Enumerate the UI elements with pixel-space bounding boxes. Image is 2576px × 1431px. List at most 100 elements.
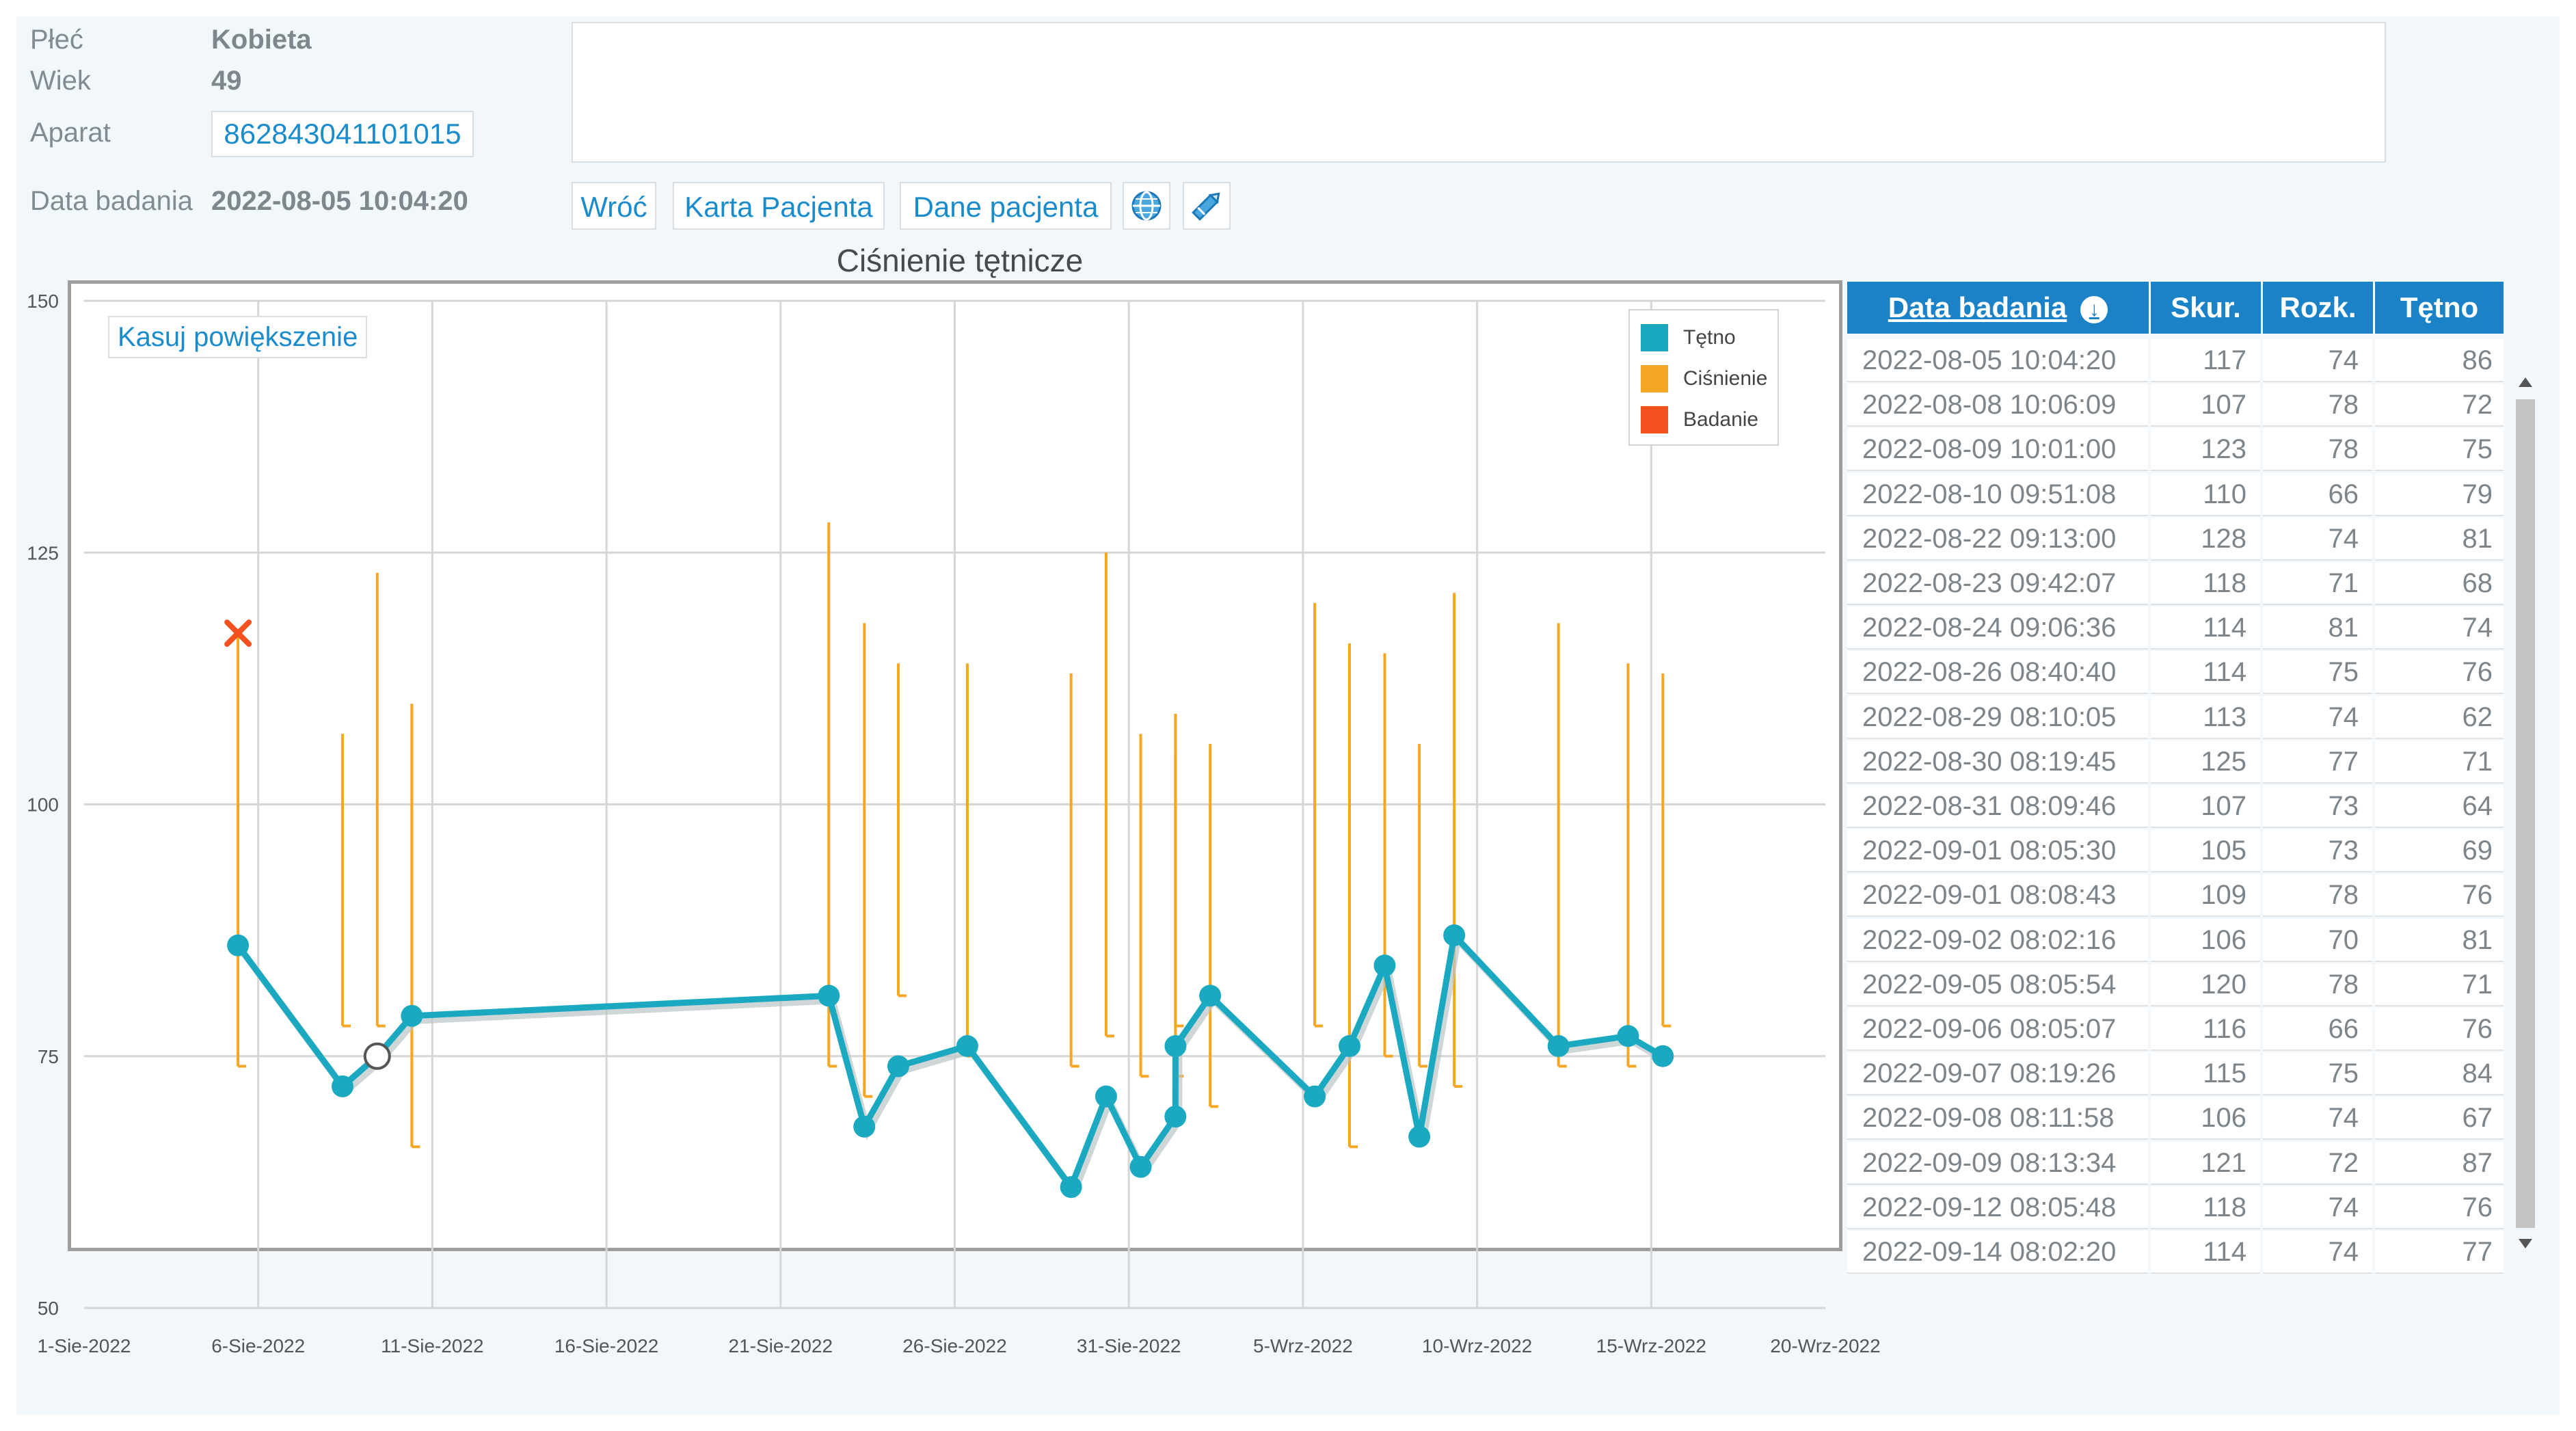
scroll-thumb[interactable] [2516,399,2535,1228]
cell-date: 2022-09-12 08:05:48 [1847,1186,2148,1229]
table-row[interactable]: 2022-08-31 08:09:46 107 73 64 [1847,785,2504,829]
x-tick-label: 10-Wrz-2022 [1422,1335,1532,1356]
scroll-up-arrow-icon[interactable] [2513,369,2538,394]
scroll-down-arrow-icon[interactable] [2513,1232,2538,1257]
cell-systolic: 125 [2151,740,2260,784]
cell-date: 2022-08-29 08:10:05 [1847,695,2148,739]
cell-diastolic: 74 [2263,339,2372,382]
table-row[interactable]: 2022-09-02 08:02:16 106 70 81 [1847,918,2504,963]
pulse-point [1339,1035,1361,1058]
globe-icon [1131,191,1162,221]
age-label: Wiek [30,66,91,96]
pulse-point [1060,1176,1082,1199]
cell-diastolic: 77 [2263,740,2372,784]
cell-diastolic: 66 [2263,1008,2372,1051]
column-header-systolic[interactable]: Skur. [2151,282,2263,334]
legend-label-pulse: Tętno [1683,326,1736,349]
pulse-point [887,1055,909,1078]
cell-diastolic: 70 [2263,918,2372,962]
table-row[interactable]: 2022-09-08 08:11:58 106 74 67 [1847,1097,2504,1141]
table-row[interactable]: 2022-08-05 10:04:20 117 74 86 [1847,339,2504,384]
cell-pulse: 76 [2375,874,2504,918]
y-tick-label: 75 [38,1046,59,1067]
table-row[interactable]: 2022-08-22 09:13:00 128 74 81 [1847,517,2504,562]
table-row[interactable]: 2022-08-30 08:19:45 125 77 71 [1847,740,2504,785]
cell-pulse: 69 [2375,829,2504,873]
patient-data-button[interactable]: Dane pacjenta [900,182,1112,230]
cell-systolic: 117 [2151,339,2260,382]
cell-systolic: 115 [2151,1052,2260,1096]
cell-pulse: 71 [2375,963,2504,1006]
exam-date-label: Data badania [30,186,193,216]
cell-systolic: 120 [2151,963,2260,1006]
cell-date: 2022-09-01 08:05:30 [1847,829,2148,873]
cell-systolic: 110 [2151,472,2260,516]
table-row[interactable]: 2022-08-10 09:51:08 110 66 79 [1847,472,2504,518]
pulse-point [401,1004,423,1027]
y-tick-label: 50 [38,1298,59,1319]
x-tick-label: 1-Sie-2022 [38,1335,131,1356]
cell-date: 2022-08-23 09:42:07 [1847,562,2148,605]
cell-systolic: 107 [2151,785,2260,828]
patient-card-button[interactable]: Karta Pacjenta [673,182,885,230]
pulse-point [1199,985,1222,1007]
table-row[interactable]: 2022-08-29 08:10:05 113 74 62 [1847,695,2504,740]
legend-item-exam[interactable]: Badanie [1641,406,1758,433]
table-row[interactable]: 2022-09-06 08:05:07 116 66 76 [1847,1008,2504,1052]
table-row[interactable]: 2022-08-23 09:42:07 118 71 68 [1847,562,2504,606]
table-row[interactable]: 2022-09-07 08:19:26 115 75 84 [1847,1052,2504,1097]
table-row[interactable]: 2022-09-14 08:02:20 114 74 77 [1847,1231,2504,1275]
cell-pulse: 68 [2375,562,2504,605]
edit-button[interactable] [1183,182,1231,230]
column-header-date[interactable]: Data badania ↓ [1847,282,2151,334]
table-row[interactable]: 2022-09-09 08:13:34 121 72 87 [1847,1141,2504,1186]
chart-legend: Tętno Ciśnienie Badanie [1628,309,1779,446]
cell-diastolic: 78 [2263,963,2372,1006]
legend-item-pressure[interactable]: Ciśnienie [1641,365,1767,392]
pulse-point [1373,954,1396,977]
cell-pulse: 81 [2375,517,2504,561]
sex-value: Kobieta [211,25,312,55]
column-header-pulse[interactable]: Tętno [2400,291,2479,323]
table-row[interactable]: 2022-09-12 08:05:48 118 74 76 [1847,1186,2504,1231]
sort-icon[interactable]: ↓ [2080,295,2108,323]
table-row[interactable]: 2022-09-05 08:05:54 120 78 71 [1847,963,2504,1008]
cell-diastolic: 73 [2263,785,2372,828]
reset-zoom-button[interactable]: Kasuj powiększenie [108,316,368,358]
cell-date: 2022-08-09 10:01:00 [1847,428,2148,472]
cell-diastolic: 75 [2263,1052,2372,1096]
pencil-icon [1192,192,1220,221]
table-row[interactable]: 2022-08-09 10:01:00 123 78 75 [1847,428,2504,472]
pulse-point [853,1115,876,1138]
table-row[interactable]: 2022-08-26 08:40:40 114 75 76 [1847,651,2504,695]
pulse-point [1095,1085,1117,1108]
cell-pulse: 77 [2375,1231,2504,1274]
cell-date: 2022-08-08 10:06:09 [1847,384,2148,427]
cell-diastolic: 74 [2263,1231,2372,1274]
legend-item-pulse[interactable]: Tętno [1641,324,1736,351]
cell-systolic: 121 [2151,1141,2260,1185]
legend-swatch-pressure [1641,365,1668,392]
cell-diastolic: 78 [2263,428,2372,472]
table-row[interactable]: 2022-08-08 10:06:09 107 78 72 [1847,384,2504,428]
device-value[interactable]: 862843041101015 [211,111,474,157]
cell-diastolic: 74 [2263,1186,2372,1229]
column-header-diastolic[interactable]: Rozk. [2263,282,2375,334]
cell-date: 2022-09-05 08:05:54 [1847,963,2148,1006]
globe-button[interactable] [1123,182,1170,230]
cell-systolic: 109 [2151,874,2260,918]
cell-date: 2022-09-14 08:02:20 [1847,1231,2148,1274]
table-row[interactable]: 2022-08-24 09:06:36 114 81 74 [1847,606,2504,651]
cell-systolic: 116 [2151,1008,2260,1051]
cell-pulse: 81 [2375,918,2504,962]
notes-area[interactable] [572,22,2386,163]
x-tick-label: 15-Wrz-2022 [1596,1335,1706,1356]
cell-systolic: 114 [2151,606,2260,650]
table-scrollbar[interactable] [2513,369,2538,1306]
table-row[interactable]: 2022-09-01 08:08:43 109 78 76 [1847,874,2504,918]
back-button[interactable]: Wróć [572,182,656,230]
table-row[interactable]: 2022-09-01 08:05:30 105 73 69 [1847,829,2504,874]
cell-date: 2022-08-30 08:19:45 [1847,740,2148,784]
cell-diastolic: 66 [2263,472,2372,516]
x-tick-label: 21-Sie-2022 [729,1335,833,1356]
